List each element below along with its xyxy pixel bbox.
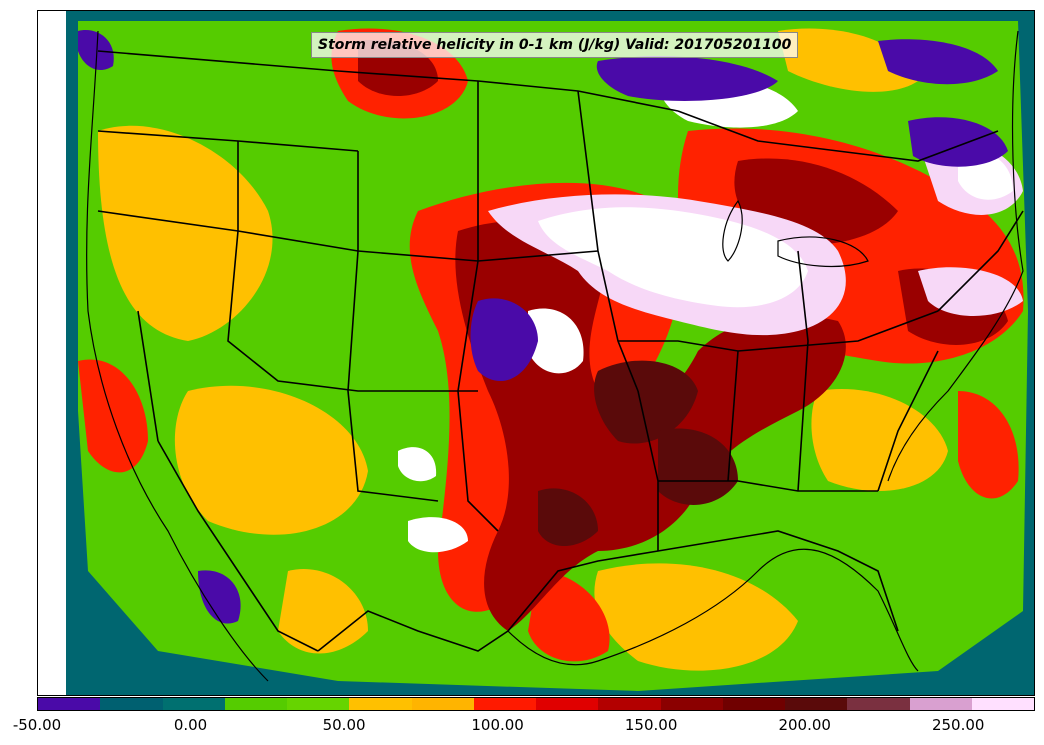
colorbar-segment <box>722 698 785 710</box>
colorbar-segment <box>598 698 661 710</box>
coastline <box>86 30 1024 682</box>
colorbar-tick-label: 200.00 <box>778 716 831 734</box>
colorbar-segment <box>100 698 163 710</box>
colorbar-segment <box>287 698 350 710</box>
great-lakes <box>722 199 869 268</box>
colorbar-tick-label: 0.00 <box>173 716 208 734</box>
colorbar-segment <box>349 698 412 710</box>
colorbar-tick-label: 100.00 <box>471 716 524 734</box>
colorbar-tick-label: 50.00 <box>322 716 366 734</box>
colorbar-segment <box>162 698 225 710</box>
colorbar <box>37 697 1035 711</box>
field-maroon <box>538 360 738 546</box>
colorbar-tick-label: 150.00 <box>624 716 678 734</box>
colorbar-segment <box>473 698 536 710</box>
map-panel: Storm relative helicity in 0-1 km (J/kg)… <box>37 10 1035 696</box>
helicity-map <box>38 11 1034 695</box>
boundary-lines <box>97 50 1024 652</box>
colorbar-segment <box>38 698 101 710</box>
map-edge-left <box>38 11 66 695</box>
field-purple <box>78 30 1008 624</box>
colorbar-segment <box>847 698 910 710</box>
colorbar-segment <box>224 698 287 710</box>
colorbar-tick-label: -50.00 <box>12 716 62 734</box>
colorbar-segment <box>909 698 972 710</box>
colorbar-segment <box>785 698 848 710</box>
map-title: Storm relative helicity in 0-1 km (J/kg)… <box>311 32 799 58</box>
colorbar-segment <box>971 698 1034 710</box>
colorbar-segment <box>660 698 723 710</box>
colorbar-tick-label: 250.00 <box>931 716 985 734</box>
colorbar-segment <box>411 698 474 710</box>
colorbar-segment <box>536 698 599 710</box>
